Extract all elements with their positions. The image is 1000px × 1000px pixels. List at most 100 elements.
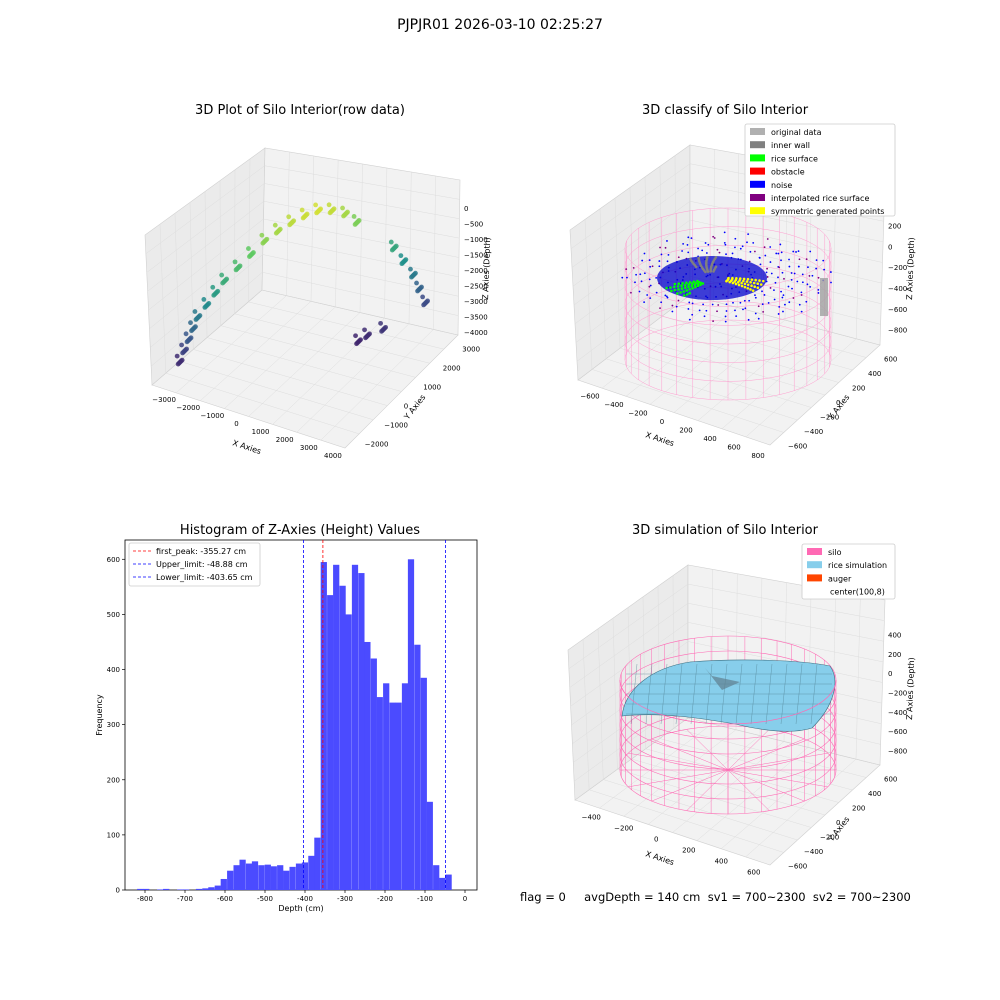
y-tick-label: 200 xyxy=(852,384,865,392)
z-tick-label: −400 xyxy=(888,709,907,717)
data-point xyxy=(232,259,238,265)
noise-point xyxy=(634,281,636,284)
noise-point xyxy=(626,276,628,279)
surface-point xyxy=(688,291,692,295)
x-tick-label: 400 xyxy=(703,435,716,443)
x-tick-label: -600 xyxy=(217,895,233,903)
legend-frame xyxy=(128,542,261,587)
data-point xyxy=(340,205,345,211)
surface-point xyxy=(688,280,692,284)
noise-point xyxy=(822,259,825,262)
panel-histogram: -800 -700 -600 -500 -400 -300 -200 -100 0 0 100 200… xyxy=(95,539,478,913)
data-point xyxy=(408,266,413,272)
noise-point xyxy=(817,276,820,279)
grid-line xyxy=(623,573,738,817)
data-point xyxy=(179,357,185,363)
panel-simulation: −400−2000200400600−600−400−2000200400600… xyxy=(567,543,916,877)
noise-point xyxy=(757,305,760,308)
noise-point xyxy=(649,297,652,300)
noise-point xyxy=(705,309,708,312)
noise-point xyxy=(790,278,793,281)
noise-point xyxy=(766,238,769,240)
x-tick-label: 600 xyxy=(727,443,740,451)
y-tick-label: 0 xyxy=(404,403,408,411)
data-point xyxy=(351,214,357,219)
noise-point xyxy=(773,289,775,292)
data-point xyxy=(183,331,189,337)
noise-point xyxy=(753,250,756,253)
histogram-bar xyxy=(439,877,446,890)
data-point xyxy=(179,342,184,348)
legend: silo rice simulation auger center(100,8) xyxy=(801,543,896,600)
data-point xyxy=(367,331,372,337)
noise-point xyxy=(731,252,734,255)
noise-point xyxy=(682,242,685,245)
noise-point xyxy=(766,267,768,270)
noise-point xyxy=(713,237,716,239)
noise-point xyxy=(744,307,747,310)
legend-label: original data xyxy=(771,128,822,137)
noise-point xyxy=(649,265,652,268)
status-footer: flag = 0 avgDepth = 140 cm sv1 = 700~230… xyxy=(520,890,911,904)
floor-spoke xyxy=(628,769,729,788)
y-tick-label: −1000 xyxy=(384,422,408,430)
surface-dip xyxy=(705,668,740,690)
noise-point xyxy=(823,268,826,271)
noise-point xyxy=(687,308,690,310)
y-tick-label: 3000 xyxy=(462,346,480,354)
panel-raw-data: −3000−2000−100001000200030004000−2000−10… xyxy=(144,147,492,460)
noise-point xyxy=(735,315,738,318)
floor-spoke xyxy=(686,769,729,811)
z-axis-label: Z Axies (Depth) xyxy=(481,237,492,300)
x-tick-label: −400 xyxy=(582,814,601,822)
noise-point xyxy=(754,294,756,297)
surface-point xyxy=(733,280,737,283)
y-tick-label: −400 xyxy=(804,428,823,436)
surface-point xyxy=(736,280,740,284)
noise-point xyxy=(643,301,646,304)
silo-ring xyxy=(624,226,832,307)
noise-point xyxy=(691,302,694,305)
surface-point xyxy=(690,282,694,285)
histogram-bar xyxy=(202,888,209,890)
noise-point xyxy=(747,318,750,321)
y-tick-label: −600 xyxy=(788,863,807,871)
data-point xyxy=(192,309,198,314)
silo-ring xyxy=(624,301,832,382)
noise-point xyxy=(781,296,784,299)
surface-point xyxy=(688,288,692,291)
histogram-bar xyxy=(277,865,284,890)
surface-point xyxy=(740,284,744,288)
noise-point xyxy=(734,237,737,240)
noise-point xyxy=(758,257,761,259)
surface-point xyxy=(743,282,747,286)
grid-line xyxy=(224,159,339,409)
y-axis-label: Frequency xyxy=(95,694,104,736)
surface-point xyxy=(697,256,700,260)
noise-point xyxy=(817,292,820,294)
histogram-bar xyxy=(245,863,253,890)
z-tick-label: −4000 xyxy=(464,329,488,337)
noise-point xyxy=(639,273,642,276)
y-tick-label: 600 xyxy=(884,775,897,783)
y-tick-label: 500 xyxy=(107,611,120,619)
z-tick-label: 400 xyxy=(888,632,901,640)
noise-point xyxy=(734,246,736,249)
histogram-bar xyxy=(177,889,184,890)
noise-point xyxy=(703,315,706,318)
surface-point xyxy=(731,281,735,285)
grid-line xyxy=(574,238,882,324)
data-point xyxy=(304,211,310,217)
noise-point xyxy=(788,301,791,304)
surface-point xyxy=(679,291,682,294)
x-tick-label: 600 xyxy=(747,869,760,877)
data-point xyxy=(286,214,292,220)
grid-line xyxy=(661,316,853,371)
noise-point xyxy=(732,301,734,304)
legend-swatch xyxy=(750,180,765,188)
surface-point xyxy=(742,279,745,283)
noise-point xyxy=(667,253,670,256)
histogram-bar xyxy=(214,885,221,890)
y-tick-label: 200 xyxy=(852,804,865,812)
data-point xyxy=(246,246,251,251)
